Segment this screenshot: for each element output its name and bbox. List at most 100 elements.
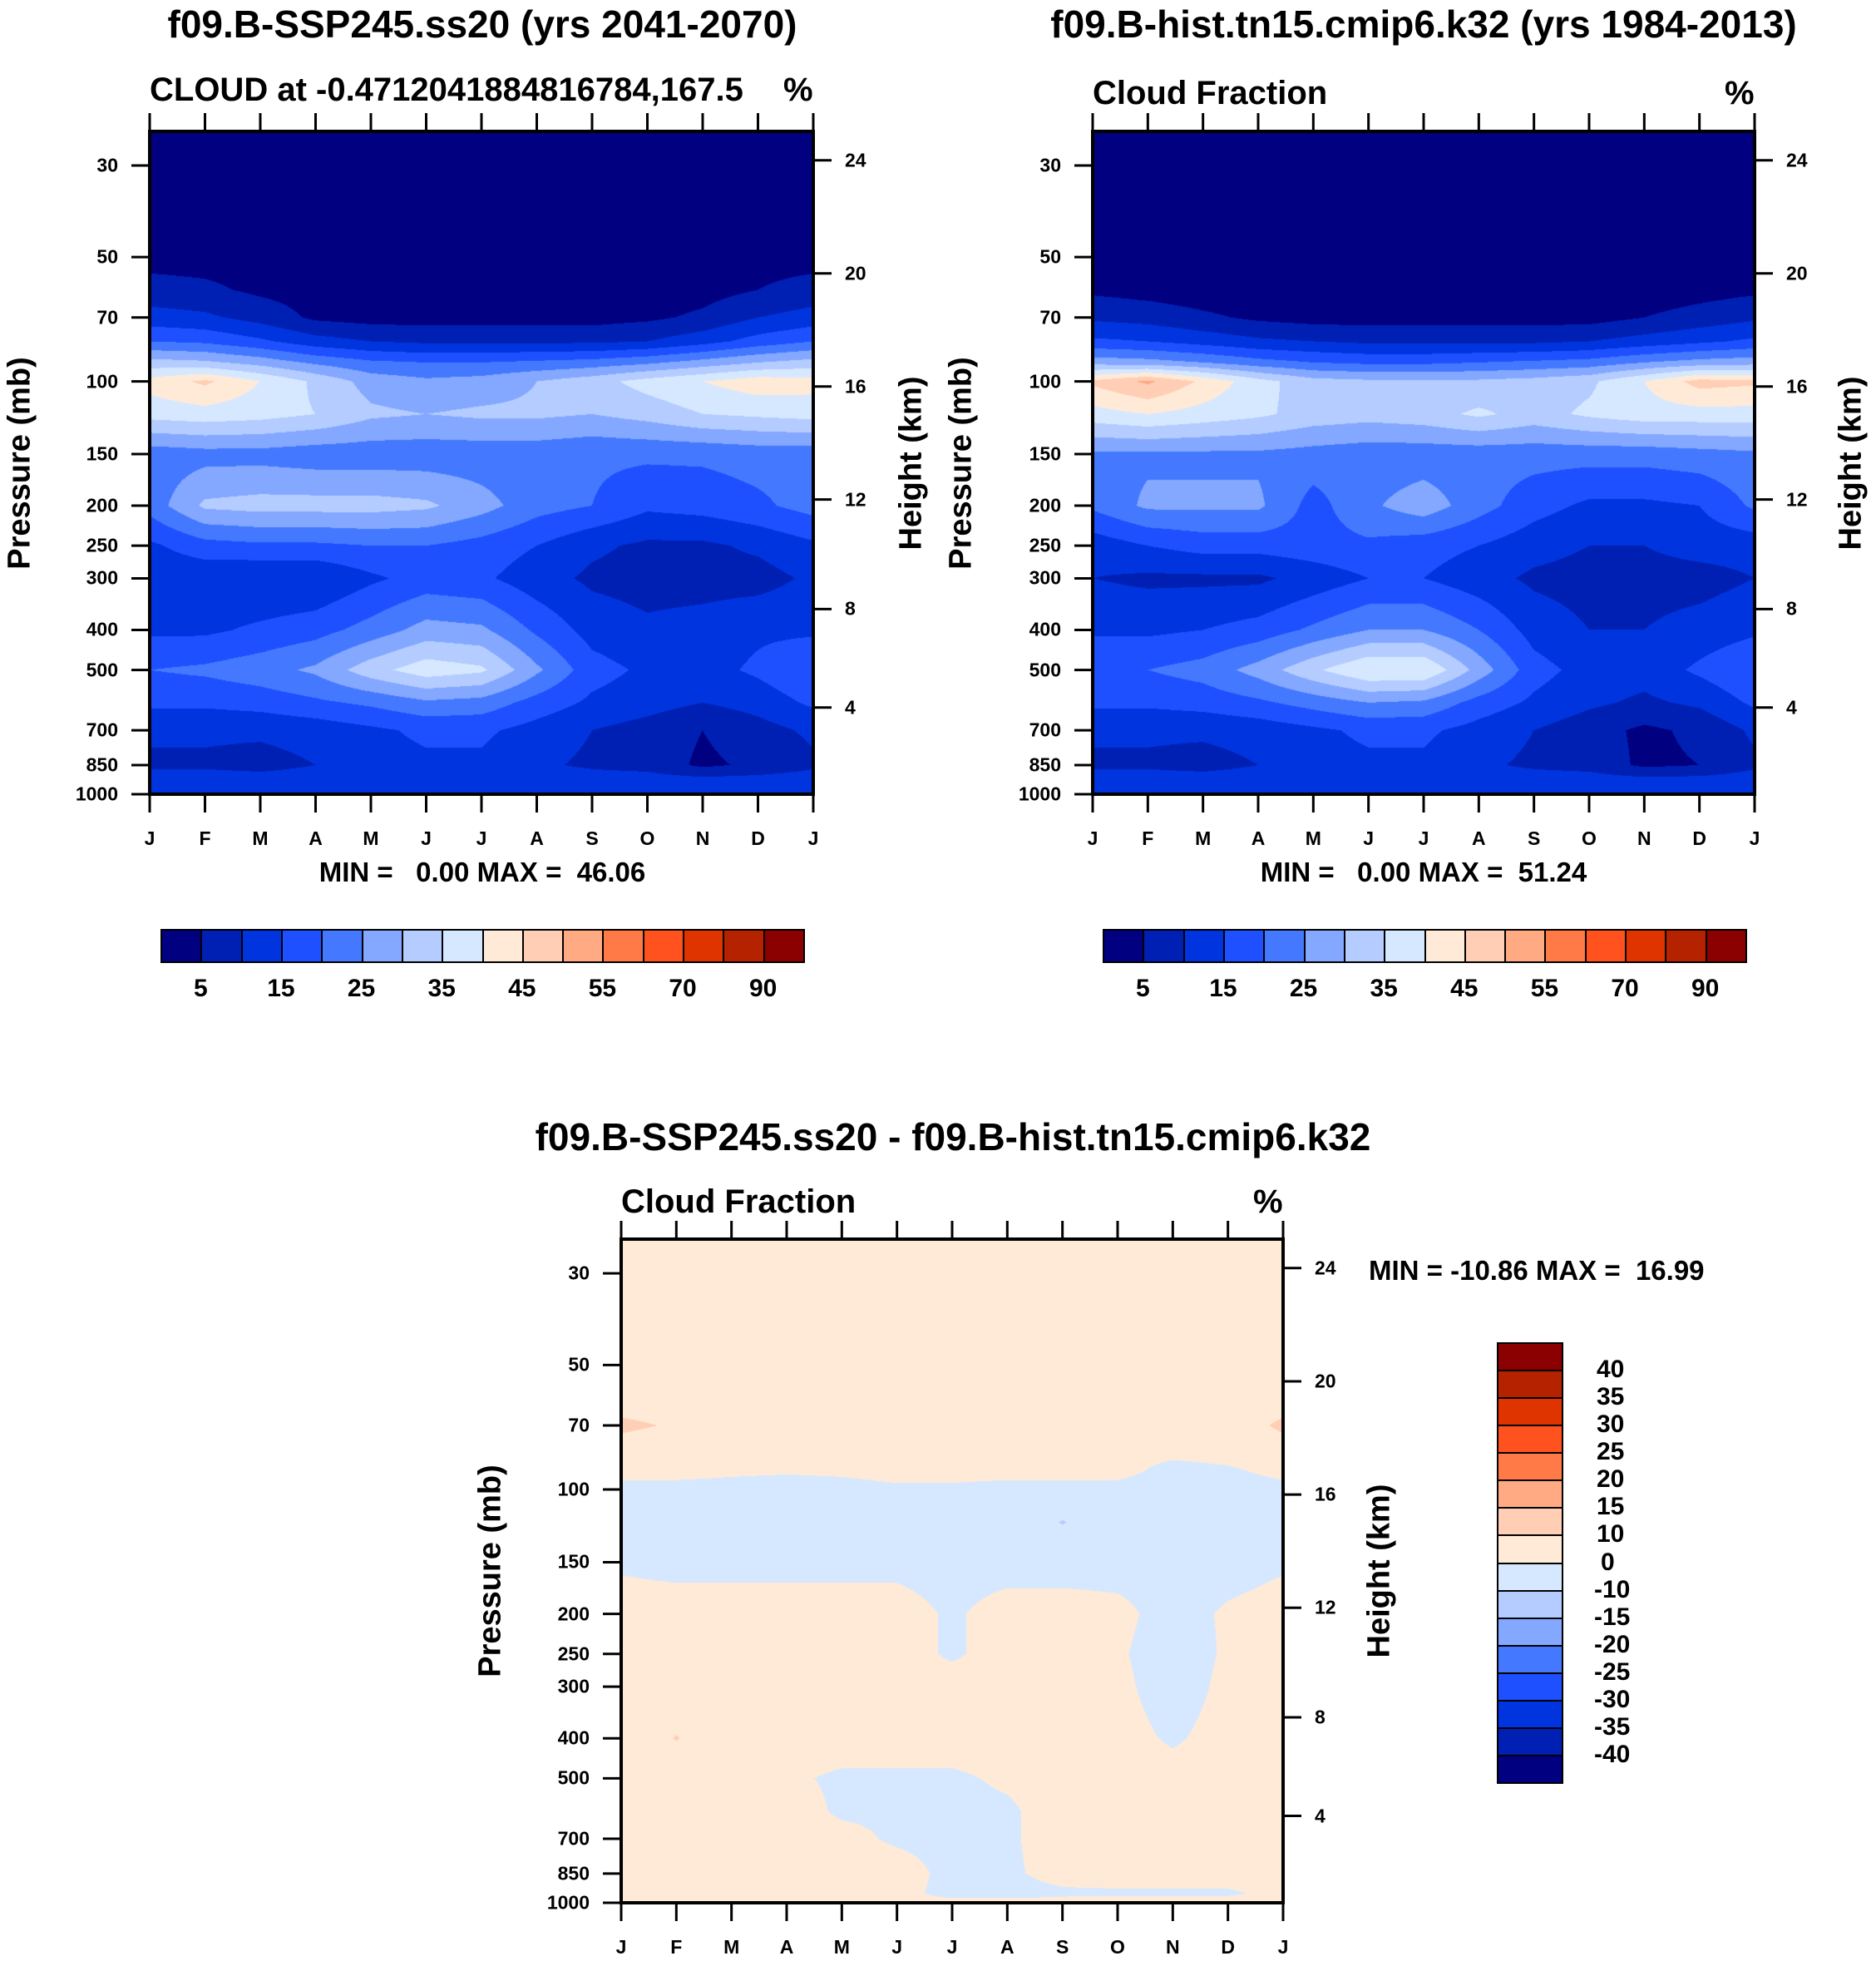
- colorbar-swatch: [1504, 929, 1547, 963]
- units-label: %: [1253, 1183, 1283, 1220]
- colorbar-label: -40: [1593, 1740, 1631, 1768]
- height-axis-label: Height (km): [1833, 376, 1869, 550]
- colorbar-label: 70: [1611, 975, 1639, 1002]
- colorbar-swatch: [401, 929, 444, 963]
- colorbar-swatch: [1497, 1754, 1563, 1784]
- colorbar-swatch: [1497, 1397, 1563, 1427]
- pressure-axis-label: Pressure (mb): [472, 1465, 508, 1677]
- y-tick-label: 70: [96, 306, 118, 328]
- colorbar-swatch: [1497, 1589, 1563, 1619]
- colorbar-swatch: [1497, 1672, 1563, 1702]
- colorbar-swatch: [642, 929, 685, 963]
- colorbar-label: 25: [1289, 975, 1318, 1002]
- colorbar-label: 35: [427, 975, 456, 1002]
- colorbar-swatch: [1143, 929, 1185, 963]
- x-tick-label: F: [670, 1936, 683, 1958]
- plot-border: [148, 130, 815, 796]
- x-tick-label: A: [1251, 827, 1266, 849]
- units-label: %: [1725, 75, 1755, 111]
- colorbar-swatch: [160, 929, 203, 963]
- x-tick-label: J: [1418, 827, 1429, 849]
- plot-border: [1091, 130, 1756, 796]
- height-axis-label: Height (km): [1361, 1484, 1397, 1658]
- colorbar-swatch: [1182, 929, 1225, 963]
- colorbar-swatch: [280, 929, 323, 963]
- x-tick-label: M: [1195, 827, 1212, 849]
- contour-field: [621, 1239, 1283, 1903]
- x-tick-label: J: [476, 827, 487, 849]
- height-axis-label: Height (km): [893, 376, 929, 550]
- min-max-stats: MIN = 0.00 MAX = 46.06: [318, 857, 646, 887]
- height-tick-label: 8: [845, 597, 856, 620]
- y-tick-label: 70: [568, 1414, 590, 1436]
- colorbar-swatch: [1497, 1342, 1563, 1372]
- colorbar-label: 15: [1596, 1493, 1625, 1521]
- x-tick-label: J: [946, 1936, 958, 1958]
- chart-subtitle: Cloud Fraction: [621, 1183, 857, 1220]
- y-tick-label: 250: [1029, 534, 1061, 556]
- colorbar-label: -25: [1593, 1657, 1631, 1686]
- colorbar-swatch: [683, 929, 725, 963]
- colorbar-swatch: [1343, 929, 1386, 963]
- y-tick-label: 100: [557, 1478, 590, 1500]
- min-max-stats: MIN = -10.86 MAX = 16.99: [1369, 1255, 1705, 1286]
- height-tick-label: 24: [1315, 1257, 1336, 1279]
- y-tick-label: 850: [1029, 753, 1061, 776]
- colorbar-swatch: [602, 929, 644, 963]
- y-tick-label: 70: [1039, 306, 1061, 328]
- y-tick-label: 250: [86, 534, 118, 556]
- y-tick-label: 500: [1029, 659, 1061, 681]
- y-tick-label: 1000: [546, 1891, 590, 1914]
- colorbar-swatch: [1544, 929, 1587, 963]
- height-tick-label: 12: [1786, 488, 1808, 511]
- y-tick-label: 200: [557, 1603, 590, 1625]
- x-tick-label: M: [833, 1936, 850, 1958]
- colorbar-label: 10: [1596, 1520, 1625, 1549]
- height-tick-label: 20: [845, 262, 866, 284]
- units-label: %: [783, 72, 813, 108]
- height-tick-label: 4: [1786, 696, 1797, 719]
- height-tick-label: 12: [1315, 1596, 1336, 1618]
- x-tick-label: J: [421, 827, 432, 849]
- colorbar-swatch: [1497, 1617, 1563, 1647]
- y-tick-label: 400: [557, 1726, 590, 1749]
- x-tick-label: A: [1472, 827, 1486, 849]
- colorbar-label: 45: [508, 975, 536, 1002]
- y-tick-label: 30: [96, 154, 118, 176]
- colorbar-swatch: [1222, 929, 1266, 963]
- colorbar-swatch: [1497, 1562, 1563, 1592]
- colorbar-label: 35: [1596, 1383, 1625, 1411]
- colorbar-label: 40: [1596, 1356, 1625, 1384]
- y-tick-label: 300: [86, 566, 118, 589]
- colorbar-swatch: [442, 929, 484, 963]
- colorbar-swatch: [521, 929, 565, 963]
- colorbar-swatch: [1497, 1370, 1563, 1400]
- y-tick-label: 500: [557, 1766, 590, 1789]
- colorbar-label: 30: [1596, 1410, 1625, 1439]
- x-tick-label: J: [891, 1936, 903, 1958]
- x-tick-label: O: [639, 827, 655, 849]
- colorbar-label: 70: [669, 975, 697, 1002]
- colorbar-swatch: [1497, 1726, 1563, 1756]
- x-tick-label: S: [1527, 827, 1541, 849]
- height-tick-label: 16: [845, 375, 866, 398]
- x-tick-label: O: [1110, 1936, 1125, 1958]
- colorbar-swatch: [1584, 929, 1627, 963]
- colorbar-swatch: [1497, 1425, 1563, 1455]
- x-tick-label: A: [309, 827, 323, 849]
- colorbar-label: -15: [1593, 1603, 1631, 1631]
- height-tick-label: 12: [845, 488, 866, 511]
- min-max-stats: MIN = 0.00 MAX = 51.24: [1260, 857, 1587, 887]
- plot-border: [620, 1237, 1285, 1904]
- x-tick-label: J: [615, 1936, 627, 1958]
- height-tick-label: 24: [845, 149, 866, 171]
- y-tick-label: 200: [1029, 494, 1061, 516]
- colorbar-swatch: [200, 929, 243, 963]
- colorbar-swatch: [1103, 929, 1145, 963]
- colorbar-swatch: [1497, 1644, 1563, 1674]
